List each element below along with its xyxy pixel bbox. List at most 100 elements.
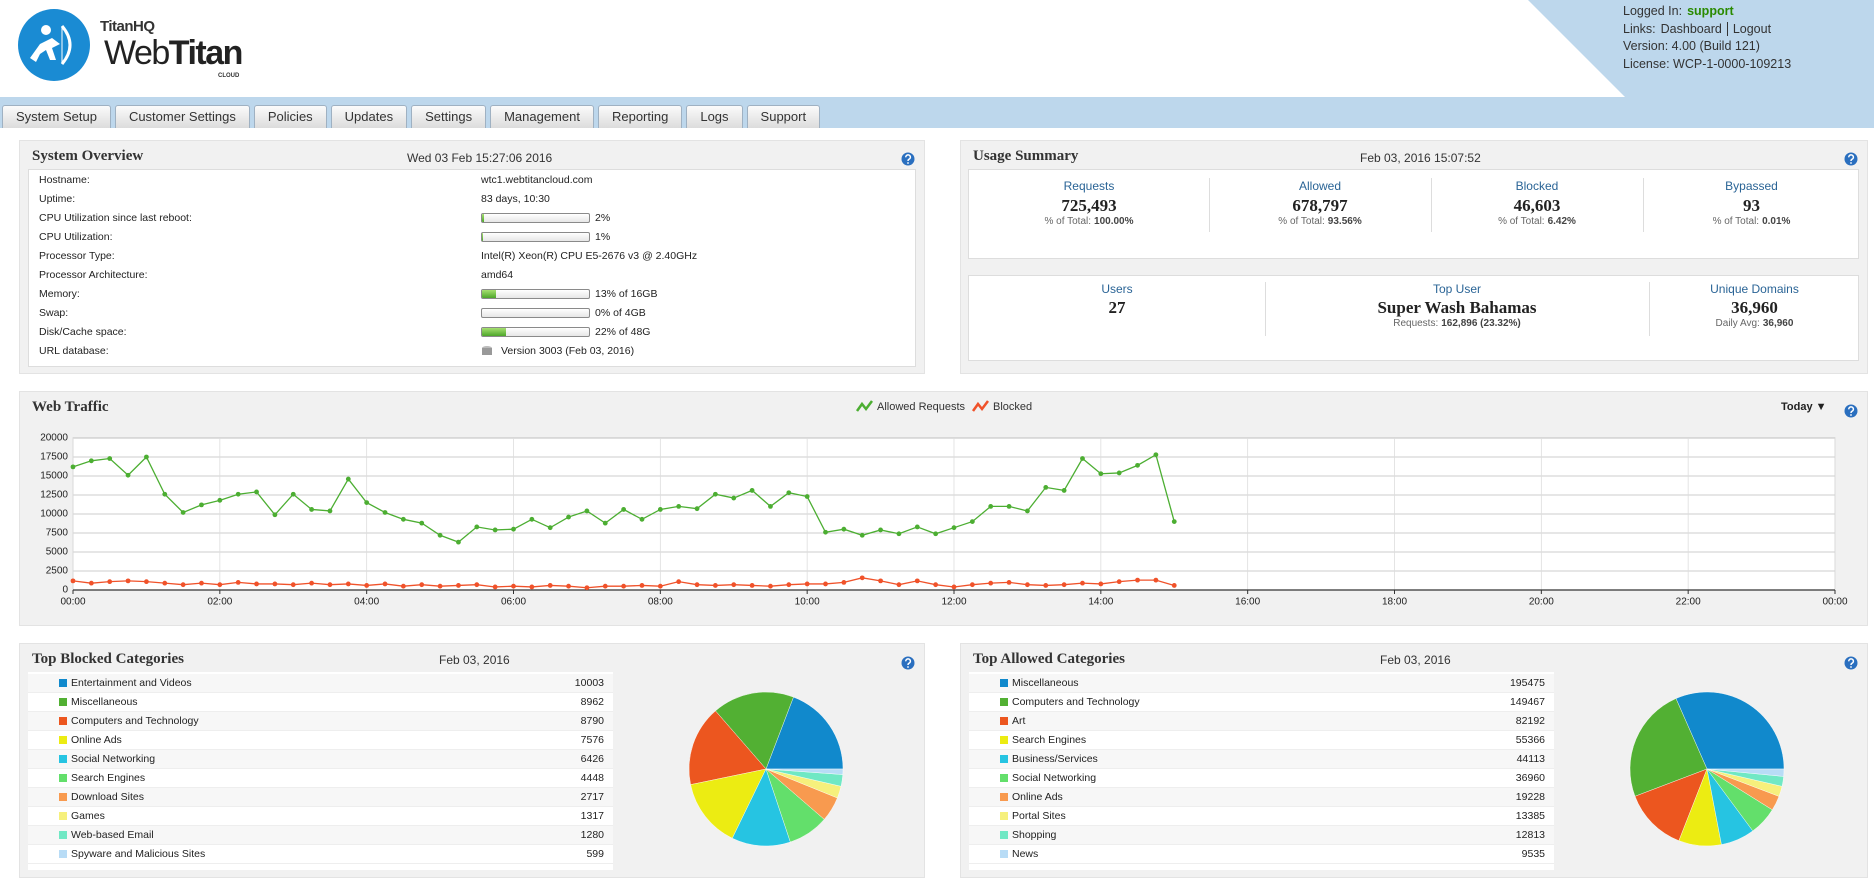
category-name: Shopping	[1012, 829, 1057, 841]
category-row: Spyware and Malicious Sites 599	[28, 845, 613, 864]
data-point	[474, 524, 480, 530]
help-circle	[1844, 656, 1858, 670]
login-label: Logged In:	[1623, 4, 1683, 18]
category-value: 8962	[580, 696, 604, 708]
data-point	[1025, 582, 1030, 588]
nav-tab[interactable]: Management	[490, 105, 594, 128]
data-point	[180, 582, 186, 588]
nav-tab[interactable]: Settings	[411, 105, 487, 128]
info-label: Uptime:	[39, 193, 76, 205]
column-divider	[1209, 178, 1210, 232]
category-name: Search Engines	[71, 772, 146, 784]
category-name: Social Networking	[71, 753, 156, 765]
x-tick-label: 04:00	[354, 597, 379, 608]
data-point	[1135, 577, 1140, 583]
data-point	[621, 583, 627, 589]
data-point	[529, 584, 535, 590]
legend-swatch	[59, 793, 67, 801]
links-line: Links: Dashboard Logout	[1623, 21, 1873, 39]
data-point	[1171, 583, 1177, 588]
data-point	[382, 581, 388, 587]
legend-swatch	[1000, 793, 1008, 801]
data-point	[823, 529, 828, 535]
panel-title: System Overview	[32, 148, 144, 164]
category-value: 149467	[1509, 696, 1545, 708]
nav-tab[interactable]: Reporting	[597, 105, 683, 128]
data-point	[841, 526, 847, 532]
legend-swatch	[1000, 774, 1008, 782]
header-link[interactable]: Logout	[1726, 21, 1772, 36]
usage-fill	[482, 328, 506, 336]
category-name: Games	[71, 810, 105, 822]
legend-swatch	[1000, 679, 1008, 687]
data-point	[676, 504, 682, 509]
data-point	[639, 583, 645, 588]
stat-detail-value: 6.42%	[1547, 216, 1576, 227]
help-glyph	[1848, 154, 1855, 162]
category-value: 9535	[1521, 848, 1545, 860]
x-tick-label: 20:00	[1529, 597, 1554, 608]
info-label: CPU Utilization:	[39, 231, 113, 243]
help-icon[interactable]	[901, 152, 915, 166]
category-value: 8790	[580, 715, 604, 727]
data-point	[933, 582, 939, 588]
data-point	[474, 582, 480, 588]
info-value: 22% of 48G	[595, 326, 651, 338]
info-label: Processor Architecture:	[39, 269, 148, 281]
help-circle	[901, 152, 915, 166]
data-point	[694, 582, 700, 588]
panel-title: Top Blocked Categories	[32, 651, 184, 667]
details-box: Users 27 Top User Super Wash Bahamas Request…	[968, 275, 1859, 361]
stat-value: 678,797	[1292, 196, 1348, 215]
data-point	[144, 454, 149, 460]
nav-tab[interactable]: Updates	[330, 105, 408, 128]
data-point	[1171, 519, 1177, 524]
help-icon[interactable]	[901, 656, 915, 670]
stat-detail: Requests: 162,896 (23.32%)	[1265, 318, 1649, 329]
x-tick-label: 18:00	[1382, 597, 1407, 608]
data-point	[896, 582, 902, 588]
category-row: Social Networking 36960	[969, 769, 1554, 788]
panel-timestamp: Feb 03, 2016 15:07:52	[1360, 151, 1481, 165]
nav-tab[interactable]: System Setup	[2, 105, 111, 128]
nav-tab[interactable]: Support	[746, 105, 821, 128]
range-select[interactable]: Today ▼	[1781, 401, 1827, 413]
info-value: 2%	[595, 212, 611, 224]
data-point	[162, 491, 168, 497]
data-point	[327, 508, 333, 514]
nav-tab[interactable]: Policies	[253, 105, 327, 128]
logo-figure	[30, 38, 60, 62]
legend-swatch	[59, 755, 67, 763]
data-point	[272, 581, 278, 587]
data-point	[988, 504, 994, 509]
help-icon[interactable]	[1844, 656, 1858, 670]
header-link[interactable]: Dashboard	[1660, 21, 1722, 36]
help-glyph	[905, 658, 912, 666]
stat-detail-value: 36,960	[1762, 318, 1794, 329]
data-point	[731, 582, 737, 588]
usage-fill	[482, 214, 485, 222]
category-name: Business/Services	[1012, 753, 1098, 765]
data-point	[217, 497, 223, 503]
info-value: 83 days, 10:30	[481, 193, 550, 205]
help-dot	[1850, 162, 1852, 164]
help-icon[interactable]	[1844, 404, 1858, 418]
data-point	[254, 489, 259, 495]
data-point	[1098, 471, 1104, 477]
data-point	[584, 508, 590, 514]
category-row: Art 82192	[969, 712, 1554, 731]
data-point	[969, 582, 975, 588]
data-point	[235, 580, 241, 585]
info-label: URL database:	[39, 345, 109, 357]
pie-slice	[765, 696, 844, 770]
category-row: News 9535	[969, 845, 1554, 864]
nav-tab[interactable]: Customer Settings	[114, 105, 250, 128]
help-icon[interactable]	[1844, 152, 1858, 166]
category-row: Search Engines 55366	[969, 731, 1554, 750]
nav-tab[interactable]: Logs	[686, 105, 743, 128]
data-point	[988, 580, 994, 586]
panel-timestamp: Wed 03 Feb 15:27:06 2016	[407, 151, 553, 165]
category-value: 12813	[1515, 829, 1545, 841]
pie-slice	[732, 768, 791, 847]
data-point	[88, 458, 94, 464]
